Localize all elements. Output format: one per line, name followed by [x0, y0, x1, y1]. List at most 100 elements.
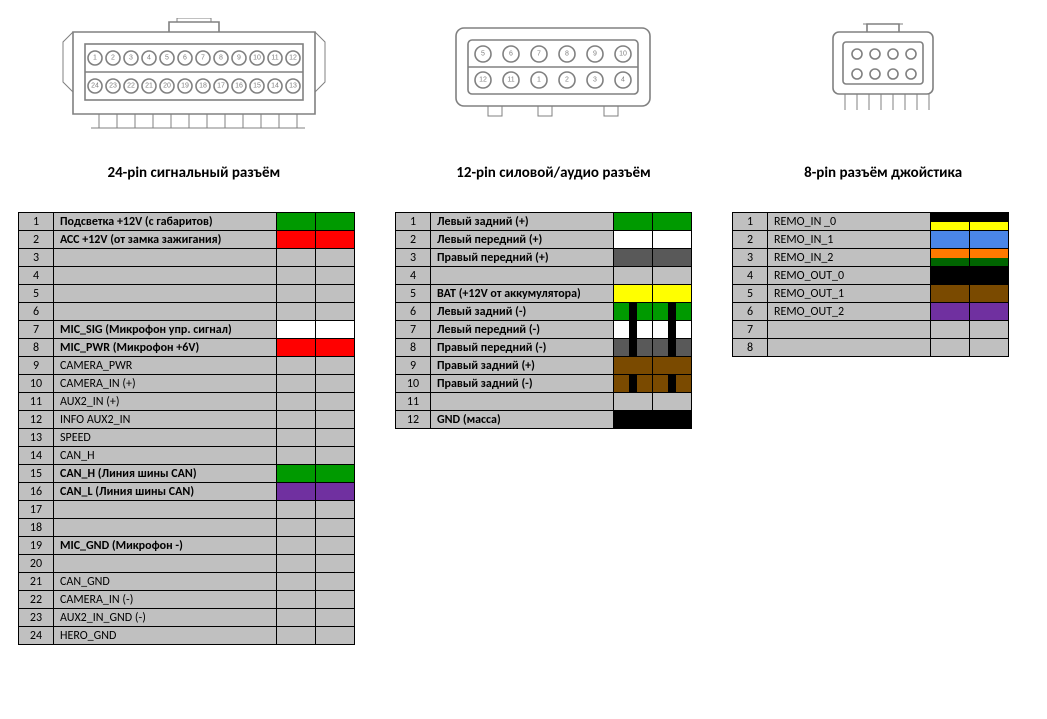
- pin-desc: AUX2_IN (+): [54, 393, 277, 411]
- pin-desc: CAMERA_IN (+): [54, 375, 277, 393]
- pin-color-1: [277, 375, 316, 393]
- pin-color-2: [316, 249, 355, 267]
- pin-number: 8: [396, 339, 431, 357]
- pin-color-2: [316, 591, 355, 609]
- table-row: 3Правый передний (+): [396, 249, 692, 267]
- table-8pin: 1REMO_IN _02REMO_IN_13REMO_IN_24REMO_OUT…: [732, 212, 1009, 357]
- pin-number: 15: [19, 465, 54, 483]
- pin-color-1: [614, 321, 653, 339]
- svg-text:21: 21: [145, 83, 153, 90]
- table-row: 8Правый передний (-): [396, 339, 692, 357]
- svg-text:4: 4: [147, 55, 151, 62]
- pin-number: 2: [19, 231, 54, 249]
- svg-text:11: 11: [271, 55, 278, 62]
- pin-desc: CAMERA_PWR: [54, 357, 277, 375]
- svg-text:10: 10: [253, 55, 261, 62]
- pin-number: 1: [19, 213, 54, 231]
- pin-number: 3: [396, 249, 431, 267]
- svg-text:17: 17: [217, 83, 225, 90]
- pin-number: 21: [19, 573, 54, 591]
- pin-color-2: [316, 411, 355, 429]
- table-row: 3REMO_IN_2: [733, 249, 1009, 267]
- svg-text:13: 13: [289, 83, 297, 90]
- pin-color-2: [316, 609, 355, 627]
- pin-color-2: [653, 357, 692, 375]
- pin-number: 9: [19, 357, 54, 375]
- pin-color-1: [277, 303, 316, 321]
- pin-number: 5: [19, 285, 54, 303]
- pin-desc: Левый передний (+): [431, 231, 614, 249]
- pin-desc: Правый передний (+): [431, 249, 614, 267]
- pin-desc: Левый задний (-): [431, 303, 614, 321]
- pin-color-1: [614, 303, 653, 321]
- pin-desc: Правый задний (-): [431, 375, 614, 393]
- table-row: 8MIC_PWR (Микрофон +6V): [19, 339, 355, 357]
- svg-text:1: 1: [93, 55, 97, 62]
- svg-text:19: 19: [181, 83, 189, 90]
- pin-color-1: [277, 609, 316, 627]
- table-row: 8: [733, 339, 1009, 357]
- pin-number: 1: [733, 213, 768, 231]
- table-row: 10Правый задний (-): [396, 375, 692, 393]
- pin-color-2: [316, 213, 355, 231]
- table-row: 1Подсветка +12V (с габаритов): [19, 213, 355, 231]
- pin-color-2: [653, 267, 692, 285]
- table-row: 6REMO_OUT_2: [733, 303, 1009, 321]
- pin-desc: Левый передний (-): [431, 321, 614, 339]
- pin-color-1: [277, 411, 316, 429]
- pin-color-2: [653, 411, 692, 429]
- pin-number: 6: [396, 303, 431, 321]
- pin-color-2: [316, 393, 355, 411]
- pin-color-2: [316, 375, 355, 393]
- svg-text:7: 7: [201, 55, 205, 62]
- pin-color-2: [316, 447, 355, 465]
- table-row: 24HERO_GND: [19, 627, 355, 645]
- pin-number: 3: [733, 249, 768, 267]
- table-row: 11: [396, 393, 692, 411]
- svg-text:14: 14: [271, 83, 279, 90]
- svg-text:1: 1: [538, 77, 542, 84]
- svg-text:9: 9: [237, 55, 241, 62]
- pin-desc: MIC_PWR (Микрофон +6V): [54, 339, 277, 357]
- pin-number: 11: [396, 393, 431, 411]
- pin-desc: [768, 339, 931, 357]
- svg-text:6: 6: [510, 51, 514, 58]
- table-row: 1REMO_IN _0: [733, 213, 1009, 231]
- table-12pin: 1Левый задний (+)2Левый передний (+)3Пра…: [395, 212, 692, 429]
- pin-color-1: [277, 429, 316, 447]
- table-row: 7: [733, 321, 1009, 339]
- pin-color-1: [614, 285, 653, 303]
- pin-desc: [431, 393, 614, 411]
- pin-color-2: [316, 321, 355, 339]
- pin-color-1: [277, 483, 316, 501]
- pinout-tables-row: 1Подсветка +12V (с габаритов)2АСС +12V (…: [14, 212, 1033, 645]
- pin-color-1: [614, 375, 653, 393]
- pin-desc: REMO_OUT_0: [768, 267, 931, 285]
- table-row: 18: [19, 519, 355, 537]
- pin-number: 10: [19, 375, 54, 393]
- svg-text:16: 16: [235, 83, 243, 90]
- pin-color-2: [970, 267, 1009, 285]
- table-row: 2REMO_IN_1: [733, 231, 1009, 249]
- pin-color-2: [653, 303, 692, 321]
- pin-color-1: [277, 573, 316, 591]
- pin-desc: REMO_OUT_1: [768, 285, 931, 303]
- pin-color-1: [614, 213, 653, 231]
- pin-number: 4: [733, 267, 768, 285]
- pin-number: 20: [19, 555, 54, 573]
- svg-text:12: 12: [289, 55, 297, 62]
- pin-desc: [54, 249, 277, 267]
- pin-desc: CAN_L (Линия шины CAN): [54, 483, 277, 501]
- table-row: 3: [19, 249, 355, 267]
- pin-color-2: [316, 339, 355, 357]
- pin-color-1: [614, 267, 653, 285]
- pin-color-2: [653, 213, 692, 231]
- pin-color-2: [316, 555, 355, 573]
- table-row: 4: [396, 267, 692, 285]
- pin-color-2: [653, 339, 692, 357]
- svg-text:6: 6: [183, 55, 187, 62]
- table-row: 17: [19, 501, 355, 519]
- pin-color-2: [970, 303, 1009, 321]
- svg-text:2: 2: [111, 55, 115, 62]
- pin-color-1: [277, 537, 316, 555]
